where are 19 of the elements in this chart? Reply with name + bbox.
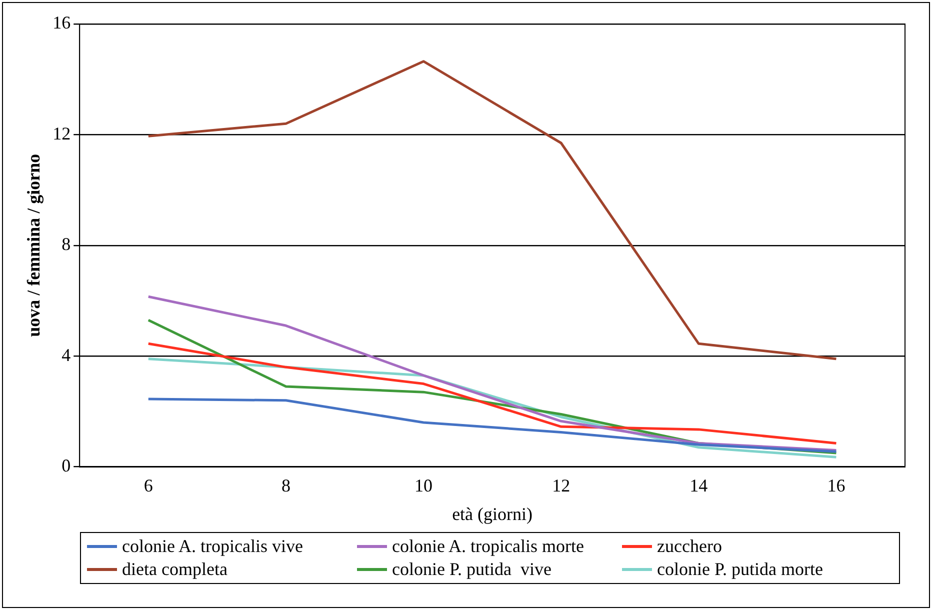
x-tick-label: 10 [414,475,433,496]
legend-label: zucchero [657,536,722,557]
y-tick-label: 0 [62,456,71,476]
y-tick-label: 12 [52,123,71,144]
legend-label: dieta completa [122,559,228,580]
x-tick-label: 12 [552,475,570,496]
y-tick-label: 4 [62,344,71,365]
y-axis-title: uova / femmina / giorno [23,154,44,337]
x-axis-title: età (giorni) [452,504,533,524]
legend-label: colonie A. tropicalis vive [122,536,303,557]
x-tick-label: 6 [144,475,153,496]
legend-label: colonie P. putida vive [392,559,552,580]
legend-label: colonie P. putida morte [657,559,823,580]
x-tick-label: 14 [690,475,708,496]
x-tick-label: 8 [281,475,290,496]
x-tick-label: 16 [827,475,846,496]
legend-label: colonie A. tropicalis morte [392,536,584,557]
y-tick-label: 8 [62,234,71,254]
y-tick-label: 16 [52,12,71,33]
